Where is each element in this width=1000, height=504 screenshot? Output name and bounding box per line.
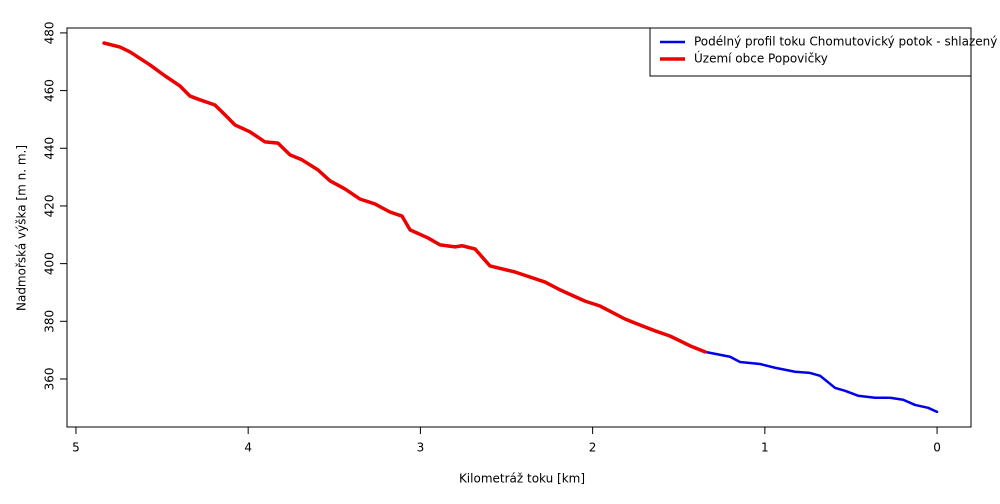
line-series — [102, 41, 707, 354]
x-tick-label: 4 — [244, 441, 252, 455]
y-tick-label: 420 — [43, 194, 57, 217]
x-tick-label: 3 — [417, 441, 425, 455]
y-tick-label: 460 — [43, 79, 57, 102]
legend-label: Podélný profil toku Chomutovický potok -… — [694, 35, 997, 49]
plot-frame — [66, 27, 972, 428]
y-axis-label: Nadmořská výška [m n. m.] — [15, 145, 29, 311]
legend-label: Území obce Popovičky — [694, 51, 828, 66]
x-tick-label: 0 — [933, 441, 941, 455]
x-tick-label: 2 — [589, 441, 597, 455]
y-tick-label: 400 — [43, 252, 57, 275]
legend-box — [649, 27, 972, 77]
x-tick-label: 5 — [72, 441, 80, 455]
x-axis-label: Kilometráž toku [km] — [459, 472, 585, 486]
x-tick-label: 1 — [761, 441, 769, 455]
y-tick-label: 440 — [43, 137, 57, 160]
y-tick-label: 360 — [43, 368, 57, 391]
y-tick-label: 380 — [43, 310, 57, 333]
y-tick-label: 480 — [43, 21, 57, 44]
